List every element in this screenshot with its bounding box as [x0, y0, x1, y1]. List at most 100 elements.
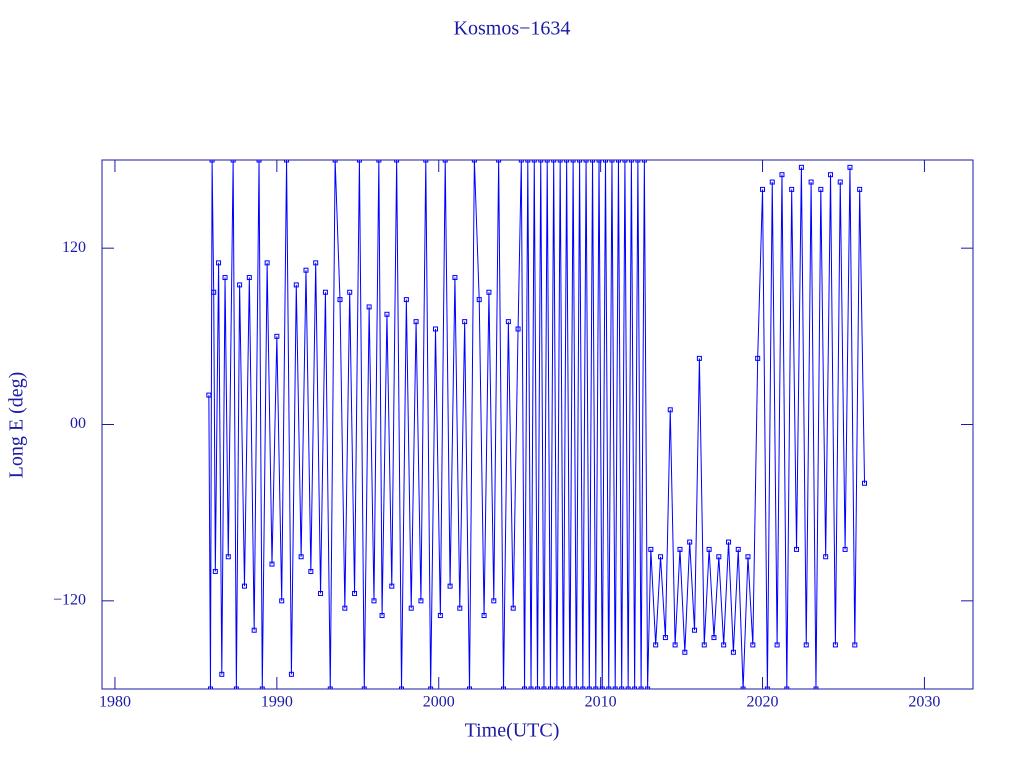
data-point — [638, 686, 644, 689]
data-point — [308, 568, 314, 574]
data-point — [496, 160, 502, 163]
data-point — [352, 590, 358, 596]
data-point — [721, 642, 727, 648]
data-point — [251, 627, 257, 633]
series-line — [208, 160, 866, 689]
data-point — [230, 160, 236, 163]
x-tick-label: 2020 — [747, 694, 779, 711]
data-point — [590, 160, 596, 163]
data-point — [531, 160, 537, 163]
data-point — [547, 686, 553, 689]
data-point — [628, 160, 634, 163]
data-point — [413, 319, 419, 325]
data-point — [394, 160, 400, 163]
data-point — [696, 355, 702, 361]
data-point — [635, 160, 641, 163]
data-point — [808, 179, 814, 185]
data-point — [293, 282, 299, 288]
data-point — [599, 686, 605, 689]
y-tick-label: −120 — [53, 592, 86, 609]
x-tick-label: 1980 — [99, 694, 131, 711]
data-point — [612, 686, 618, 689]
data-point — [233, 686, 239, 689]
data-point — [442, 160, 448, 163]
data-point — [457, 605, 463, 611]
data-point — [437, 613, 443, 619]
data-point — [433, 326, 439, 332]
data-point — [327, 686, 333, 689]
data-point — [471, 160, 477, 163]
data-point — [596, 160, 602, 163]
data-point — [505, 319, 511, 325]
data-point — [769, 179, 775, 185]
data-point — [467, 686, 473, 689]
data-point — [653, 642, 659, 648]
data-point — [726, 539, 732, 545]
data-point — [554, 686, 560, 689]
data-point — [823, 554, 829, 560]
x-tick-label: 2000 — [423, 694, 455, 711]
data-point — [522, 686, 528, 689]
data-point — [510, 605, 516, 611]
data-point — [567, 686, 573, 689]
data-point — [284, 160, 290, 163]
plot-area — [206, 160, 868, 689]
data-point — [609, 160, 615, 163]
data-point — [259, 686, 265, 689]
data-point — [774, 642, 780, 648]
data-point — [813, 686, 819, 689]
data-point — [570, 160, 576, 163]
data-point — [847, 164, 853, 170]
data-point — [486, 289, 492, 295]
data-point — [852, 642, 858, 648]
data-point — [491, 598, 497, 604]
data-point — [332, 160, 338, 163]
data-point — [222, 275, 228, 281]
data-point — [209, 160, 215, 163]
data-point — [828, 172, 834, 178]
data-point — [535, 686, 540, 689]
data-point — [832, 642, 838, 648]
data-point — [706, 546, 712, 552]
y-tick-label: 00 — [70, 415, 86, 432]
data-point — [452, 275, 458, 281]
data-point — [622, 160, 628, 163]
data-point — [602, 160, 608, 163]
data-point — [677, 546, 683, 552]
data-point — [274, 333, 280, 339]
data-point — [525, 160, 531, 163]
data-point — [219, 671, 225, 677]
data-point — [423, 160, 429, 163]
data-point — [476, 297, 482, 303]
data-point — [501, 686, 507, 689]
x-axis-label: Time(UTC) — [465, 720, 560, 742]
data-point — [269, 561, 275, 567]
data-point — [225, 554, 231, 560]
data-point — [376, 160, 382, 163]
data-point — [648, 546, 654, 552]
data-point — [573, 686, 579, 689]
data-point — [347, 289, 353, 295]
data-point — [211, 289, 217, 295]
data-point — [538, 160, 544, 163]
data-point — [216, 260, 222, 266]
data-point — [740, 686, 746, 689]
data-point — [237, 282, 243, 288]
data-point — [279, 598, 285, 604]
y-tick-label: 120 — [62, 239, 86, 256]
data-point — [564, 160, 570, 163]
data-point — [384, 311, 390, 317]
data-point — [544, 160, 550, 163]
data-point — [577, 160, 583, 163]
data-point — [818, 186, 824, 192]
data-point — [760, 186, 766, 192]
data-point — [586, 686, 592, 689]
data-point — [322, 289, 328, 295]
data-point — [313, 260, 319, 266]
data-point — [619, 686, 625, 689]
data-point — [687, 539, 693, 545]
data-point — [399, 686, 405, 689]
data-point — [518, 160, 524, 163]
